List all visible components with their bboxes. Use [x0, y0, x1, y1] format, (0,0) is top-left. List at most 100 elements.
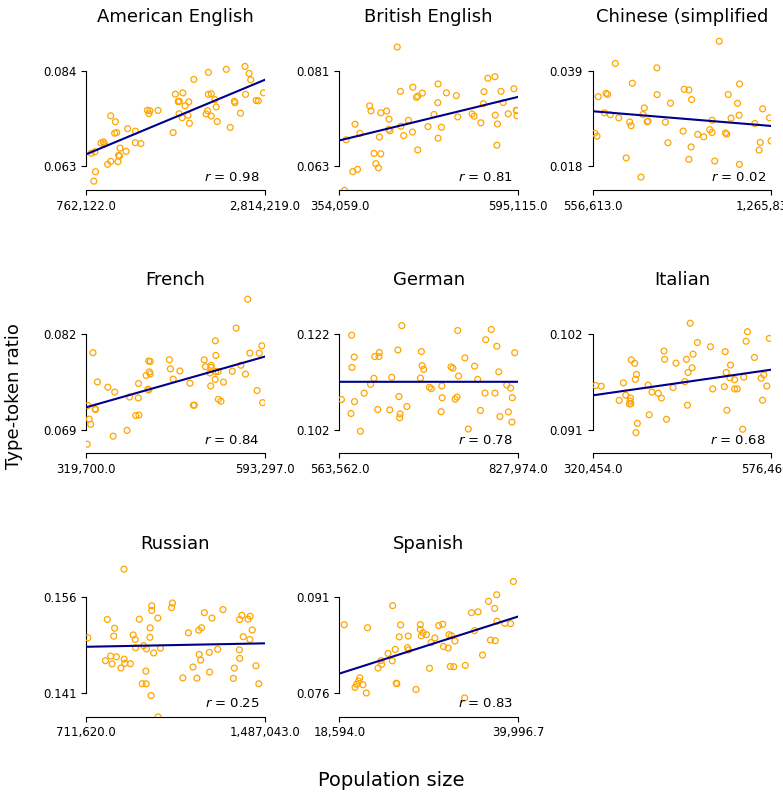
Point — [431, 97, 444, 109]
Point — [446, 630, 458, 642]
Point — [412, 89, 424, 102]
Point — [452, 324, 464, 337]
Point — [135, 137, 147, 150]
Point — [401, 400, 413, 413]
Point — [234, 107, 247, 120]
Point — [423, 381, 435, 394]
Point — [489, 602, 501, 615]
Point — [233, 613, 246, 626]
Point — [415, 630, 428, 642]
Point — [183, 117, 196, 130]
Point — [174, 364, 186, 377]
Point — [749, 117, 761, 130]
Point — [240, 88, 252, 101]
Point — [423, 662, 435, 675]
Point — [720, 128, 733, 140]
Point — [340, 133, 352, 146]
Point — [120, 145, 132, 158]
Point — [85, 418, 97, 431]
Point — [624, 394, 637, 407]
Point — [667, 381, 680, 394]
Point — [465, 607, 478, 619]
Point — [335, 393, 348, 406]
Point — [706, 114, 719, 127]
Point — [625, 120, 637, 132]
Point — [428, 631, 441, 644]
Point — [724, 359, 737, 371]
Point — [250, 660, 262, 672]
Point — [172, 95, 185, 108]
Point — [589, 127, 601, 139]
Point — [401, 642, 413, 654]
Point — [424, 636, 437, 649]
Text: $r$ = 0.98: $r$ = 0.98 — [204, 171, 259, 184]
Point — [137, 639, 150, 652]
Point — [95, 137, 107, 150]
Point — [246, 623, 258, 636]
Point — [182, 626, 195, 639]
Point — [143, 631, 156, 644]
Point — [195, 622, 207, 634]
Point — [132, 377, 145, 390]
Point — [725, 112, 738, 124]
Point — [146, 600, 158, 612]
Point — [398, 129, 410, 142]
Point — [651, 62, 663, 74]
Point — [252, 94, 265, 107]
Point — [118, 653, 131, 665]
Point — [395, 619, 407, 631]
Point — [446, 362, 459, 375]
Point — [466, 108, 478, 120]
Point — [395, 120, 407, 132]
Point — [763, 112, 776, 124]
Point — [592, 90, 604, 103]
Point — [386, 600, 399, 612]
Point — [629, 373, 641, 386]
Point — [209, 373, 222, 386]
Point — [722, 88, 734, 101]
Point — [623, 116, 636, 128]
Point — [83, 413, 96, 425]
Point — [482, 72, 494, 85]
Point — [104, 155, 117, 168]
Point — [228, 95, 240, 108]
Title: Spanish: Spanish — [393, 535, 464, 553]
Point — [215, 395, 227, 408]
Point — [129, 409, 142, 422]
Point — [104, 109, 117, 122]
Point — [442, 628, 455, 641]
Point — [620, 151, 633, 164]
Point — [345, 407, 357, 420]
Point — [384, 124, 396, 137]
Text: Type-token ratio: Type-token ratio — [5, 323, 23, 469]
Point — [241, 293, 254, 306]
Point — [364, 378, 377, 390]
Point — [338, 184, 351, 196]
Point — [373, 350, 385, 363]
Point — [88, 146, 101, 158]
Point — [200, 108, 212, 120]
Point — [165, 601, 178, 614]
Point — [173, 95, 186, 108]
Point — [511, 109, 523, 122]
Point — [166, 596, 179, 609]
Point — [678, 83, 691, 96]
Title: Chinese (simplified: Chinese (simplified — [596, 8, 768, 26]
Point — [141, 104, 153, 116]
Point — [491, 615, 503, 627]
Point — [733, 109, 745, 121]
Point — [81, 438, 93, 451]
Point — [474, 404, 487, 417]
Point — [106, 657, 118, 670]
Point — [681, 399, 694, 412]
Point — [152, 710, 164, 723]
Point — [211, 643, 224, 656]
Point — [502, 108, 514, 120]
Point — [414, 619, 427, 631]
Point — [706, 383, 719, 395]
Point — [373, 346, 385, 359]
Point — [728, 383, 741, 395]
Point — [476, 649, 489, 661]
Point — [691, 337, 704, 349]
Point — [468, 360, 481, 372]
